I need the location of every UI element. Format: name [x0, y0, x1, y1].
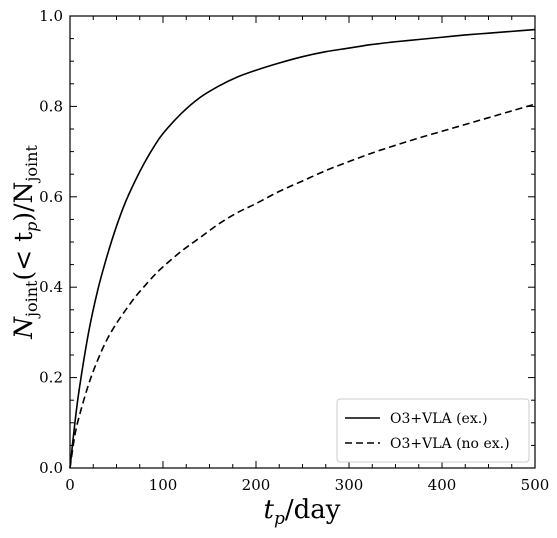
- y-axis-label-s3: joint: [22, 145, 41, 184]
- y-axis-label-mid: (< t: [9, 232, 38, 281]
- y-tick-label: 0.6: [39, 188, 63, 206]
- legend: O3+VLA (ex.) O3+VLA (no ex.): [336, 398, 530, 463]
- y-tick-label: 0.8: [39, 97, 63, 115]
- series-line-ex: [69, 28, 536, 469]
- series-line-no-ex: [69, 103, 536, 469]
- tick-labels: 0 100 200 300 400 500 0.0 0.2 0.4 0.6 0.8 1.0: [39, 7, 549, 494]
- x-axis-label-suffix: /day: [285, 495, 341, 525]
- y-tick-label: 0.4: [39, 278, 63, 296]
- x-tick-label: 300: [335, 476, 364, 494]
- y-axis-label: Njoint(< tp)/Njoint: [9, 145, 41, 340]
- x-tick-label: 0: [65, 476, 75, 494]
- y-axis-label-s1: joint: [22, 280, 41, 319]
- x-axis-label-main: t: [264, 495, 275, 525]
- y-axis-label-n1: N: [9, 316, 38, 340]
- legend-label-ex: O3+VLA (ex.): [390, 411, 488, 427]
- series-layer: [69, 28, 536, 469]
- x-tick-label: 100: [149, 476, 178, 494]
- ticks: [69, 15, 536, 469]
- y-axis-label-close: )/N: [9, 182, 38, 222]
- x-tick-label: 500: [521, 476, 550, 494]
- y-tick-label: 0.2: [39, 369, 63, 387]
- x-axis-label: tp/day: [264, 495, 341, 529]
- y-tick-label: 1.0: [39, 7, 63, 25]
- legend-box: [336, 398, 530, 463]
- x-axis-label-sub: p: [274, 509, 285, 529]
- x-tick-label: 400: [428, 476, 457, 494]
- legend-label-no-ex: O3+VLA (no ex.): [390, 436, 510, 452]
- y-axis-label-s2: p: [22, 222, 41, 232]
- x-tick-label: 200: [242, 476, 271, 494]
- y-tick-label: 0.0: [39, 459, 63, 477]
